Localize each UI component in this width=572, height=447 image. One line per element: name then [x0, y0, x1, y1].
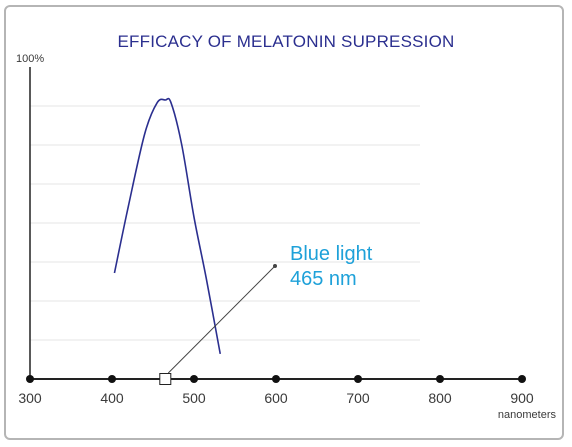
chart-title: EFFICACY OF MELATONIN SUPRESSION — [117, 32, 455, 51]
x-tick-label: 800 — [428, 390, 452, 406]
x-tick-dot — [26, 375, 34, 383]
x-tick-dot — [354, 375, 362, 383]
annotation-leader-dot — [273, 264, 277, 268]
x-tick-dot — [190, 375, 198, 383]
y-axis-max-label: 100% — [16, 53, 44, 65]
annotation-marker — [159, 373, 172, 385]
x-tick-label: 600 — [264, 390, 288, 406]
annotation-leader-line — [167, 265, 276, 374]
annotation-label-line2: 465 nm — [290, 268, 357, 290]
x-tick-label: 700 — [346, 390, 370, 406]
series-line — [113, 97, 222, 355]
x-tick-label: 500 — [182, 390, 206, 406]
x-tick-label: 300 — [18, 390, 42, 406]
x-tick-dot — [108, 375, 116, 383]
x-axis-unit-label: nanometers — [498, 409, 557, 421]
x-tick-dot — [272, 375, 280, 383]
annotation-label-line1: Blue light — [290, 243, 373, 265]
x-tick-label: 900 — [510, 390, 534, 406]
x-tick-dot — [518, 375, 526, 383]
x-tick-dot — [436, 375, 444, 383]
x-tick-label: 400 — [100, 390, 124, 406]
x-ticks: 300 400 500 600 700 800 900 — [18, 375, 534, 406]
grid-lines — [30, 105, 420, 341]
